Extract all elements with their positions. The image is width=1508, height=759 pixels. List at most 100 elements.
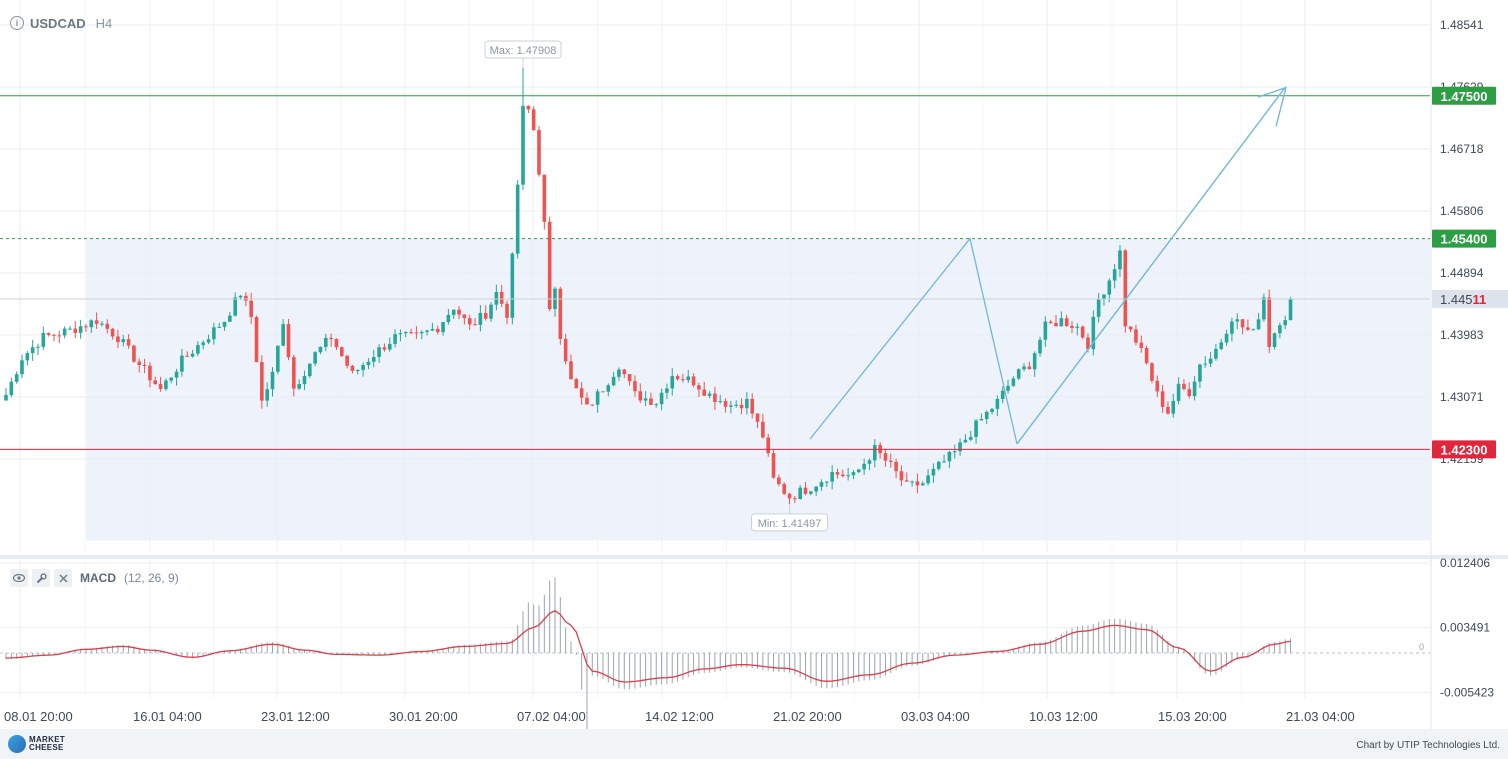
candle-body [974,420,978,437]
candle-body [52,334,56,336]
candle-body [238,295,243,298]
candle-body [212,327,216,340]
candle-body [1155,380,1160,392]
candle-body [521,105,525,185]
candle-body [617,369,621,377]
candle-body [793,498,797,500]
current-price-tag [1432,290,1508,309]
candle-body [947,451,952,462]
candle-body [766,437,770,454]
candle-body [819,482,824,487]
candle-body [350,365,355,371]
candle-body [904,480,909,482]
max-label: Max: 1.47908 [490,45,557,57]
price-chart[interactable]: 1.485411.476291.467181.458061.448941.439… [0,0,1508,729]
x-tick-label: 16.01 04:00 [133,709,202,724]
macd-zero-label: 0 [1419,642,1424,652]
candle-body [505,303,509,318]
candle-body [467,318,472,325]
candle-body [920,483,925,486]
candle-body [931,468,936,476]
candle-body [100,323,104,325]
candle-body [1262,297,1266,320]
candle-body [1224,333,1229,343]
candle-body [254,317,259,363]
candle-body [670,376,675,389]
candle-body [489,304,493,319]
candle-body [217,326,221,328]
candle-body [777,477,781,485]
candle-body [915,481,920,486]
candle-body [1203,363,1208,365]
level-price-tag[interactable] [1432,440,1496,459]
candle-body [1134,329,1138,343]
candle-body [814,486,818,492]
x-tick-label: 10.03 12:00 [1029,709,1098,724]
candle-body [841,474,845,477]
candle-body [435,328,440,333]
candle-body [697,385,701,390]
candle-body [1102,294,1106,300]
candle-body [995,399,1000,409]
level-price-tag[interactable] [1432,86,1496,105]
candle-body [846,475,850,477]
candle-body [787,493,792,499]
candle-body [180,355,184,372]
candle-body [324,337,328,347]
candle-body [1182,383,1186,390]
candle-body [830,472,834,482]
candle-body [425,330,429,332]
x-tick-label: 15.03 20:00 [1158,709,1227,724]
projection-arrow-head-icon [1257,86,1288,127]
candle-body [1070,326,1074,328]
y-tick-label: 1.45806 [1440,204,1484,218]
candle-body [1144,348,1149,364]
candle-body [1283,320,1287,326]
eye-icon[interactable] [10,569,28,587]
candle-body [761,421,765,438]
candle-body [1016,369,1021,379]
candle-body [25,353,30,361]
candle-body [1139,342,1144,349]
candle-body [952,451,957,453]
wrench-icon[interactable] [32,569,50,587]
candle-body [190,353,195,357]
candle-body [1208,358,1213,364]
trend-drawing[interactable] [809,237,1018,445]
close-icon[interactable] [54,569,72,587]
candle-body [862,463,866,470]
logo-line-2: CHEESE [29,743,64,752]
candle-body [14,374,19,382]
candle-body [270,371,275,390]
candle-body [686,376,691,381]
timeframe-label[interactable]: H4 [95,15,113,31]
candle-body [121,339,126,343]
candle-body [1267,297,1272,347]
candle-body [1064,318,1069,327]
x-tick-label: 23.01 12:00 [261,709,330,724]
candle-body [1187,389,1192,397]
candle-body [531,109,536,131]
candle-body [585,397,589,405]
candle-body [563,338,568,362]
candle-body [590,404,595,406]
credit-text: Chart by UTIP Technologies Ltd. [1356,740,1500,751]
candle-body [958,442,962,452]
candle-body [1288,299,1293,321]
candle-body [158,384,163,389]
candle-body [30,347,35,354]
info-icon[interactable]: i [10,16,24,30]
x-tick-label: 08.01 20:00 [4,709,73,724]
candle-body [1219,342,1224,349]
projection-arrow-line[interactable] [1016,87,1286,445]
level-price-tag[interactable] [1432,229,1496,248]
candle-body [126,339,131,346]
candle-body [1107,280,1112,295]
candle-body [718,401,723,403]
candle-body [622,369,627,375]
candles-group [4,68,1293,504]
chart-header: i USDCAD H4 [10,14,112,32]
candle-body [910,481,914,483]
candle-body [611,376,616,386]
logo-mark-icon [8,735,26,753]
